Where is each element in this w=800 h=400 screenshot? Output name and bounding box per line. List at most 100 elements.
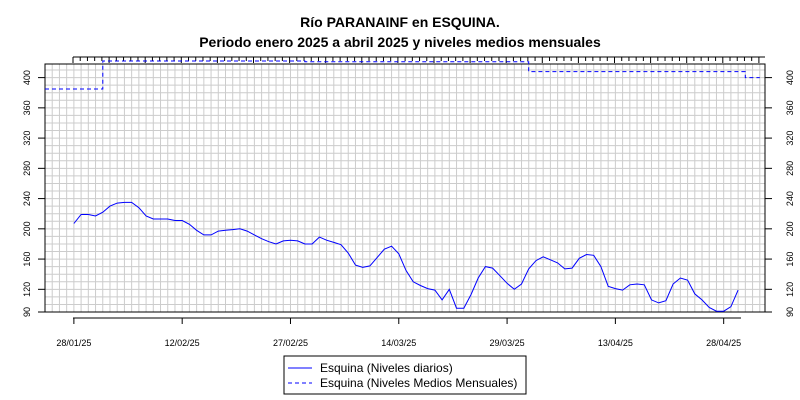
series-daily-point: [701, 299, 702, 300]
series-daily-point: [153, 218, 154, 219]
y-tick-label-right: 200: [785, 221, 795, 236]
x-tick-label: 13/04/25: [598, 338, 633, 348]
y-tick-label-right: 280: [785, 161, 795, 176]
series-daily-point: [405, 270, 406, 271]
series-daily-point: [427, 288, 428, 289]
series-daily-point: [283, 240, 284, 241]
series-daily-point: [88, 214, 89, 215]
series-daily-point: [492, 268, 493, 269]
series-daily-point: [319, 237, 320, 238]
y-tick-label-left: 120: [22, 282, 32, 297]
y-tick-label-left: 240: [22, 191, 32, 206]
series-daily-point: [608, 286, 609, 287]
series-daily-point: [716, 311, 717, 312]
series-daily-point: [362, 267, 363, 268]
series-daily-point: [218, 230, 219, 231]
series-daily-point: [434, 289, 435, 290]
series-daily-point: [600, 266, 601, 267]
series-daily-point: [189, 224, 190, 225]
series-daily-point: [131, 202, 132, 203]
series-daily-point: [709, 307, 710, 308]
series-daily-point: [95, 215, 96, 216]
series-daily-point: [182, 220, 183, 221]
series-daily-point: [658, 302, 659, 303]
series-daily-point: [355, 265, 356, 266]
series-daily-point: [420, 285, 421, 286]
axes: 28/01/25 12/02/25 27/02/25 14/03/25 29/03/25…: [22, 56, 795, 348]
series-daily-point: [521, 283, 522, 284]
series-daily-point: [167, 218, 168, 219]
series-daily-point: [723, 311, 724, 312]
series-daily-point: [680, 277, 681, 278]
series-daily-point: [528, 268, 529, 269]
series-daily-point: [478, 277, 479, 278]
legend: Esquina (Niveles diarios) Esquina (Nivel…: [283, 355, 527, 395]
x-tick-label: 29/03/25: [490, 338, 525, 348]
series-daily-point: [535, 260, 536, 261]
y-tick-label-right: 320: [785, 131, 795, 146]
series-daily-point: [579, 258, 580, 259]
series-daily-point: [160, 218, 161, 219]
series-daily-point: [644, 284, 645, 285]
series-daily-point: [557, 262, 558, 263]
series-daily-point: [124, 202, 125, 203]
series-daily-point: [665, 300, 666, 301]
series-daily-point: [247, 230, 248, 231]
series-daily-point: [398, 253, 399, 254]
series-daily-point: [333, 242, 334, 243]
series-daily-point: [730, 306, 731, 307]
series-daily-point: [232, 229, 233, 230]
series-daily-point: [102, 212, 103, 213]
series-daily-point: [261, 238, 262, 239]
series-daily-point: [304, 243, 305, 244]
series-daily-point: [449, 289, 450, 290]
series-daily-point: [463, 308, 464, 309]
y-tick-label-left: 200: [22, 221, 32, 236]
series-daily-point: [694, 293, 695, 294]
legend-daily-label: Esquina (Niveles diarios): [320, 361, 453, 375]
series-daily-point: [174, 220, 175, 221]
x-tick-label: 14/03/25: [381, 338, 416, 348]
series-daily-point: [636, 283, 637, 284]
chart-title: Río PARANAINF en ESQUINA.: [300, 14, 500, 30]
series-daily-point: [413, 281, 414, 282]
y-tick-label-right: 120: [785, 282, 795, 297]
series-daily-point: [571, 268, 572, 269]
series-daily-point: [470, 294, 471, 295]
grid-lines: [45, 64, 765, 312]
series-daily-point: [196, 230, 197, 231]
series-daily-point: [738, 289, 739, 290]
series-daily-point: [268, 241, 269, 242]
series-daily-point: [593, 255, 594, 256]
y-tick-label-left: 90: [22, 307, 32, 317]
series-daily-point: [543, 256, 544, 257]
y-tick-label-left: 320: [22, 131, 32, 146]
series-daily-point: [254, 234, 255, 235]
y-tick-label-left: 400: [22, 70, 32, 85]
y-tick-label-right: 400: [785, 70, 795, 85]
series-daily-point: [117, 203, 118, 204]
x-tick-label: 27/02/25: [273, 338, 308, 348]
series-daily-point: [73, 223, 74, 224]
series-daily-point: [377, 257, 378, 258]
series-daily-point: [586, 254, 587, 255]
x-tick-label: 28/04/25: [706, 338, 741, 348]
series-daily-point: [506, 283, 507, 284]
series-daily-point: [550, 259, 551, 260]
series-daily-point: [369, 265, 370, 266]
series-daily-point: [615, 288, 616, 289]
series-daily-point: [651, 299, 652, 300]
y-tick-label-right: 90: [785, 307, 795, 317]
plot-area: [45, 60, 760, 312]
series-monthly-line: [45, 60, 760, 90]
series-daily-point: [297, 240, 298, 241]
x-tick-label: 28/01/25: [56, 338, 91, 348]
series-daily-point: [81, 214, 82, 215]
y-tick-label-right: 240: [785, 191, 795, 206]
y-tick-label-left: 360: [22, 100, 32, 115]
series-daily-point: [340, 244, 341, 245]
series-daily-point: [109, 206, 110, 207]
series-daily-point: [687, 280, 688, 281]
y-tick-label-left: 160: [22, 252, 32, 267]
series-daily-point: [326, 240, 327, 241]
